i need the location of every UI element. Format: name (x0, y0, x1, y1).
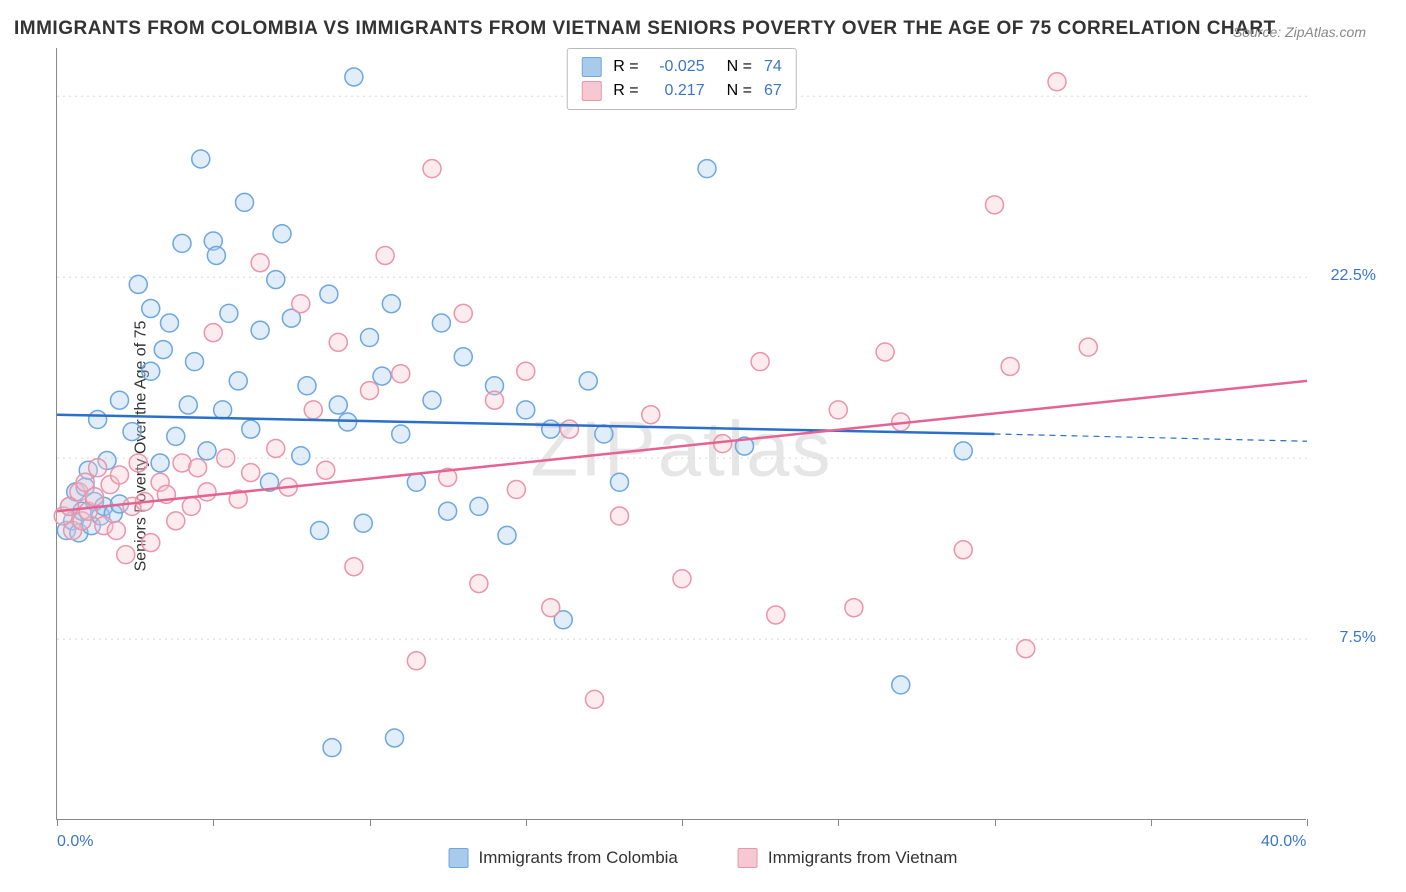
y-tick-label: 7.5% (1340, 629, 1376, 647)
chart-title: IMMIGRANTS FROM COLOMBIA VS IMMIGRANTS F… (14, 18, 1276, 40)
n-label: N = (727, 55, 752, 79)
source-attribution: Source: ZipAtlas.com (1233, 24, 1366, 40)
legend-series-label: Immigrants from Vietnam (768, 848, 958, 868)
legend-correlation-row: R = -0.025 N = 74 (581, 55, 781, 79)
n-label: N = (727, 79, 752, 103)
x-tick (213, 819, 214, 826)
chart-container: IMMIGRANTS FROM COLOMBIA VS IMMIGRANTS F… (0, 0, 1406, 892)
x-tick (370, 819, 371, 826)
plot-area: ZIPatlas R =-0.025N =74R =0.217N =67 7.5… (56, 48, 1306, 820)
x-tick (1151, 819, 1152, 826)
r-value: -0.025 (651, 55, 705, 79)
x-tick-label: 40.0% (1261, 833, 1306, 851)
x-tick (1307, 819, 1308, 826)
r-label: R = (613, 79, 638, 103)
legend-correlation: R = -0.025 N = 74 R = 0.217 N = 67 (566, 48, 796, 110)
legend-swatch (449, 848, 469, 868)
legend-swatch (738, 848, 758, 868)
x-tick (995, 819, 996, 826)
n-value: 67 (764, 79, 782, 103)
x-tick (682, 819, 683, 826)
legend-swatch (581, 81, 601, 101)
legend-swatch (581, 57, 601, 77)
legend-series-item: Immigrants from Colombia (449, 848, 678, 868)
chart-svg (57, 48, 1306, 819)
x-tick (838, 819, 839, 826)
r-label: R = (613, 55, 638, 79)
n-value: 74 (764, 55, 782, 79)
r-value: 0.217 (651, 79, 705, 103)
y-tick-label: 22.5% (1331, 267, 1376, 285)
legend-series-item: Immigrants from Vietnam (738, 848, 958, 868)
x-tick-label: 0.0% (57, 833, 93, 851)
x-tick (57, 819, 58, 826)
legend-series: Immigrants from Colombia Immigrants from … (449, 848, 958, 868)
legend-correlation-row: R = 0.217 N = 67 (581, 79, 781, 103)
x-tick (526, 819, 527, 826)
legend-series-label: Immigrants from Colombia (479, 848, 678, 868)
